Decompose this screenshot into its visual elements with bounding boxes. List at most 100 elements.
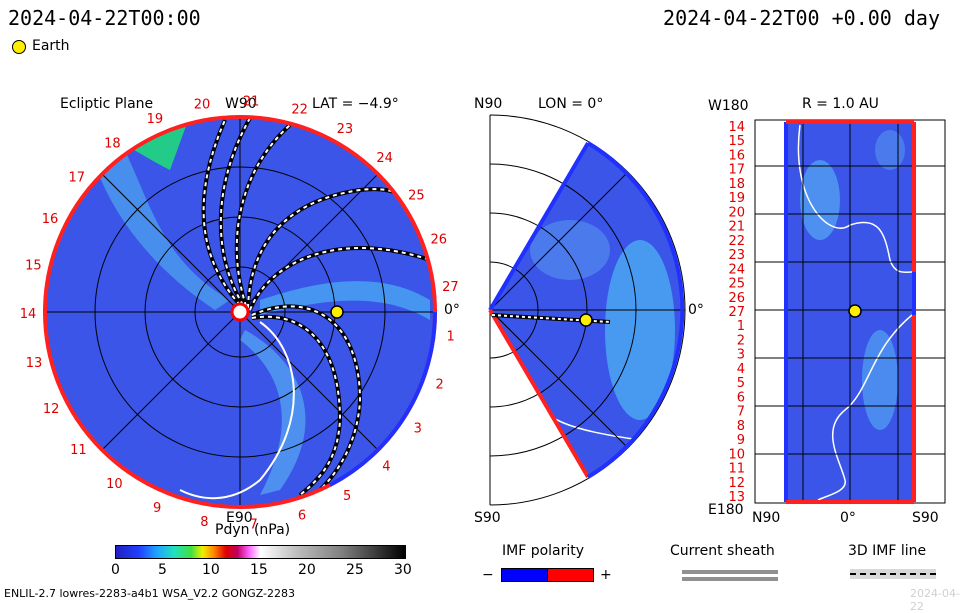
merid-edge-north bbox=[488, 141, 590, 312]
merid-stream-1 bbox=[605, 240, 675, 420]
colorbar-tick-25: 25 bbox=[346, 562, 364, 578]
meridional-top-label: N90 bbox=[474, 96, 503, 112]
current-sheath-line bbox=[179, 321, 295, 500]
ecliptic-title: Ecliptic Plane bbox=[60, 96, 154, 112]
radial-y-label-5: 5 bbox=[737, 376, 745, 391]
radial-sheath-north bbox=[797, 124, 913, 273]
right-timestamp: 2024-04-22T00 +0.00 day bbox=[663, 6, 940, 30]
radial-y-label-21: 21 bbox=[728, 220, 745, 235]
sector-number-17: 17 bbox=[69, 171, 86, 186]
sector-number-25: 25 bbox=[408, 189, 425, 204]
colorbar-tick-15: 15 bbox=[250, 562, 268, 578]
sector-number-24: 24 bbox=[376, 151, 393, 166]
ecliptic-boundary-blue bbox=[329, 311, 437, 487]
current-sheath-swatch-2 bbox=[682, 577, 778, 581]
meridional-right-label: 0° bbox=[688, 302, 704, 318]
left-timestamp: 2024-04-22T00:00 bbox=[8, 6, 201, 30]
radial-x-label-0: 0° bbox=[840, 510, 856, 526]
current-sheath-title: Current sheath bbox=[670, 543, 775, 559]
sector-number-7: 7 bbox=[249, 518, 257, 533]
imf-line-title: 3D IMF line bbox=[848, 543, 927, 559]
radial-y-label-23: 23 bbox=[728, 248, 745, 263]
radial-stream-3 bbox=[875, 130, 905, 170]
meridional-grid bbox=[489, 163, 685, 457]
earth-legend-label: Earth bbox=[32, 38, 70, 54]
colorbar-tick-10: 10 bbox=[202, 562, 220, 578]
colorbar bbox=[115, 545, 406, 559]
radial-y-label-10: 10 bbox=[728, 447, 745, 462]
radial-stream-1 bbox=[800, 160, 840, 240]
sector-number-21: 21 bbox=[243, 94, 260, 109]
colorbar-tick-0: 0 bbox=[111, 562, 120, 578]
radial-y-label-27: 27 bbox=[728, 305, 745, 320]
colorbar-title: Pdyn (nPa) bbox=[215, 522, 291, 538]
sector-number-16: 16 bbox=[42, 212, 59, 227]
radial-y-label-19: 19 bbox=[728, 191, 745, 206]
imf-positive-swatch bbox=[547, 568, 594, 582]
merid-edge-south bbox=[488, 308, 590, 479]
radial-top-left-label: W180 bbox=[708, 98, 749, 114]
radial-y-label-8: 8 bbox=[737, 419, 745, 434]
colorbar-tick-20: 20 bbox=[298, 562, 316, 578]
sector-number-12: 12 bbox=[43, 402, 60, 417]
footer-model-info: ENLIL-2.7 lowres-2283-a4b1 WSA_V2.2 GONG… bbox=[4, 587, 296, 600]
sector-number-27: 27 bbox=[442, 280, 459, 295]
radial-bottom-left-label: E180 bbox=[708, 502, 744, 518]
footer-date: 2024-04-22 bbox=[910, 587, 960, 613]
radial-x-label-n90: N90 bbox=[752, 510, 781, 526]
radial-plot: 1415161718192021222324252627123456789101… bbox=[728, 119, 946, 505]
imf-polarity-title: IMF polarity bbox=[502, 543, 585, 559]
earth-marker-ecliptic bbox=[330, 305, 344, 319]
imf-negative-swatch bbox=[501, 568, 548, 582]
ecliptic-bottom-label: E90 bbox=[226, 510, 253, 526]
current-sheath-swatch-1 bbox=[682, 570, 778, 574]
radial-y-label-13: 13 bbox=[728, 490, 745, 505]
wind-stream-east bbox=[260, 281, 430, 320]
radial-y-label-16: 16 bbox=[728, 149, 745, 164]
ecliptic-top-label: W90 bbox=[225, 96, 257, 112]
meridional-plot bbox=[488, 114, 686, 506]
ecliptic-lat-label: LAT = −4.9° bbox=[312, 96, 399, 112]
merid-stream-2 bbox=[530, 220, 610, 280]
radial-y-label-20: 20 bbox=[728, 205, 745, 220]
sector-number-11: 11 bbox=[70, 443, 87, 458]
merid-arc bbox=[586, 141, 685, 479]
radial-y-label-11: 11 bbox=[728, 462, 745, 477]
sector-number-8: 8 bbox=[200, 515, 208, 530]
sector-number-23: 23 bbox=[337, 122, 354, 137]
imf-plus-label: + bbox=[600, 567, 612, 583]
radial-y-label-3: 3 bbox=[737, 348, 745, 363]
sector-number-4: 4 bbox=[382, 459, 390, 474]
radial-r-label: R = 1.0 AU bbox=[802, 96, 879, 112]
radial-y-label-15: 15 bbox=[728, 134, 745, 149]
colorbar-tick-5: 5 bbox=[158, 562, 167, 578]
sector-number-19: 19 bbox=[147, 112, 164, 127]
earth-marker-radial bbox=[848, 304, 862, 318]
colorbar-tick-30: 30 bbox=[394, 562, 412, 578]
radial-x-label-s90: S90 bbox=[912, 510, 939, 526]
radial-y-label-24: 24 bbox=[728, 262, 745, 277]
radial-y-label-6: 6 bbox=[737, 390, 745, 405]
earth-legend-icon bbox=[12, 40, 26, 54]
radial-y-label-25: 25 bbox=[728, 277, 745, 292]
wind-stream-south bbox=[240, 330, 306, 495]
meridional-bottom-label: S90 bbox=[474, 510, 501, 526]
radial-y-label-1: 1 bbox=[737, 319, 745, 334]
sector-number-26: 26 bbox=[431, 232, 448, 247]
sector-number-10: 10 bbox=[106, 477, 123, 492]
sector-number-20: 20 bbox=[194, 97, 211, 112]
imf-line-swatch bbox=[850, 573, 936, 575]
radial-y-label-7: 7 bbox=[737, 405, 745, 420]
radial-y-label-9: 9 bbox=[737, 433, 745, 448]
sector-number-13: 13 bbox=[26, 356, 43, 371]
wind-stream-light bbox=[90, 140, 230, 310]
radial-y-label-22: 22 bbox=[728, 234, 745, 249]
sector-number-6: 6 bbox=[298, 509, 306, 524]
radial-y-label-2: 2 bbox=[737, 334, 745, 349]
sector-number-14: 14 bbox=[20, 307, 37, 322]
sector-number-5: 5 bbox=[343, 489, 351, 504]
sector-number-22: 22 bbox=[291, 103, 308, 118]
sector-number-3: 3 bbox=[414, 422, 422, 437]
radial-y-label-26: 26 bbox=[728, 291, 745, 306]
